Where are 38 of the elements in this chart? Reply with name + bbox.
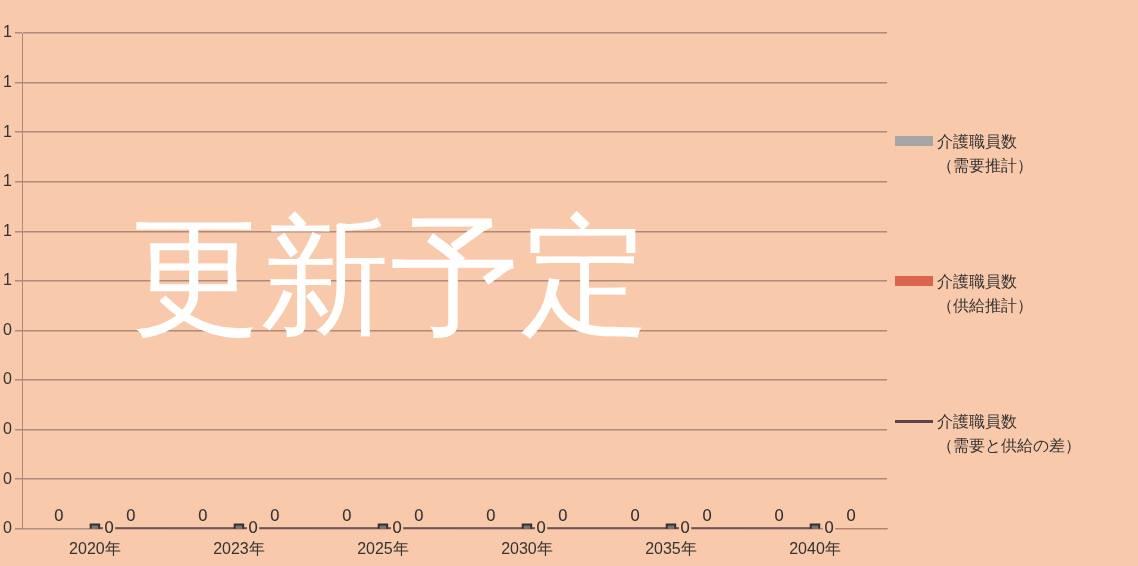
- x-tick-label: 2020年: [69, 539, 121, 557]
- x-tick-label: 2040年: [789, 539, 841, 557]
- data-label: 0: [701, 505, 713, 525]
- data-label: 0: [197, 505, 209, 525]
- data-label: 0: [269, 505, 281, 525]
- data-label: 0: [629, 505, 641, 525]
- x-tick-label: 2023年: [213, 539, 265, 557]
- legend-label: 介護職員数（需要と供給の差）: [937, 411, 1081, 457]
- data-label: 0: [341, 505, 353, 525]
- y-tick-label: 1: [2, 221, 12, 239]
- y-tick-label: 0: [2, 469, 12, 487]
- data-label: 0: [125, 505, 136, 525]
- y-tick-label: 1: [2, 72, 12, 90]
- y-tick-label: 1: [2, 271, 12, 289]
- x-tick-label: 2030年: [501, 539, 553, 557]
- data-label: 0: [679, 517, 691, 537]
- legend-label: 介護職員数（供給推計）: [937, 271, 1034, 317]
- data-label: 0: [53, 505, 64, 525]
- data-label: 0: [845, 505, 857, 525]
- y-tick-label: 1: [2, 23, 12, 41]
- data-label: 0: [247, 517, 259, 537]
- y-tick-label: 0: [2, 370, 12, 388]
- data-label: 0: [823, 517, 835, 537]
- y-tick-label: 0: [2, 420, 12, 438]
- legend-label: 介護職員数（需要推計）: [937, 131, 1034, 177]
- y-tick-label: 0: [2, 519, 12, 537]
- data-label: 0: [773, 505, 785, 525]
- data-label: 0: [103, 517, 115, 537]
- x-tick-label: 2035年: [645, 539, 697, 557]
- data-label: 0: [535, 517, 547, 537]
- y-tick-label: 1: [2, 122, 12, 140]
- data-label: 0: [413, 505, 425, 525]
- data-label: 0: [485, 505, 497, 525]
- data-label: 0: [391, 517, 403, 537]
- y-tick-label: 1: [2, 172, 12, 190]
- y-tick-label: 0: [2, 320, 12, 338]
- x-tick-label: 2025年: [357, 539, 409, 557]
- data-label: 0: [557, 505, 569, 525]
